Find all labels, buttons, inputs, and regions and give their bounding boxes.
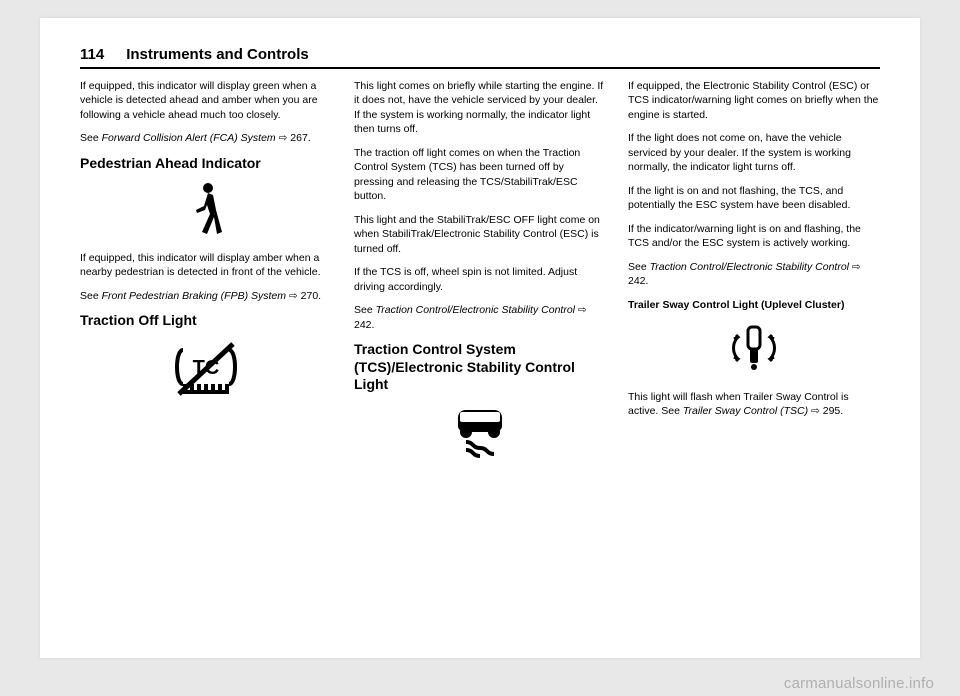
para: This light and the StabiliTrak/ESC OFF l… xyxy=(354,213,606,256)
para: The traction off light comes on when the… xyxy=(354,146,606,204)
para: If the TCS is off, wheel spin is not lim… xyxy=(354,265,606,294)
heading-traction-off: Traction Off Light xyxy=(80,312,332,330)
content-columns: If equipped, this indicator will display… xyxy=(80,79,880,474)
ref-title: Forward Collision Alert (FCA) System xyxy=(102,132,276,144)
tcs-esc-icon xyxy=(354,402,606,464)
para: If the indicator/warning light is on and… xyxy=(628,222,880,251)
para-ref: See Traction Control/Electronic Stabilit… xyxy=(628,260,880,289)
para: If the light is on and not flashing, the… xyxy=(628,184,880,213)
ref-title: Traction Control/Electronic Stability Co… xyxy=(376,304,575,316)
pedestrian-icon xyxy=(80,180,332,240)
ref-title: Traction Control/Electronic Stability Co… xyxy=(650,261,849,273)
column-3: If equipped, the Electronic Stability Co… xyxy=(628,79,880,474)
heading-trailer-sway: Trailer Sway Control Light (Uplevel Clus… xyxy=(628,298,880,312)
column-1: If equipped, this indicator will display… xyxy=(80,79,332,474)
text: See xyxy=(354,304,376,316)
manual-page: 114 Instruments and Controls If equipped… xyxy=(40,18,920,658)
para: If equipped, this indicator will display… xyxy=(80,251,332,280)
chapter-title: Instruments and Controls xyxy=(126,46,309,63)
ref-page: ⇨ 267. xyxy=(276,132,311,144)
text: See xyxy=(80,290,102,302)
heading-pedestrian: Pedestrian Ahead Indicator xyxy=(80,155,332,173)
para: This light comes on briefly while starti… xyxy=(354,79,606,137)
page-header: 114 Instruments and Controls xyxy=(80,46,880,69)
para: If the light does not come on, have the … xyxy=(628,131,880,174)
heading-tcs-esc: Traction Control System (TCS)/Electronic… xyxy=(354,341,606,394)
column-2: This light comes on briefly while starti… xyxy=(354,79,606,474)
para-ref: See Forward Collision Alert (FCA) System… xyxy=(80,131,332,145)
para-ref: See Front Pedestrian Braking (FPB) Syste… xyxy=(80,289,332,303)
para-ref: This light will flash when Trailer Sway … xyxy=(628,390,880,419)
text: See xyxy=(628,261,650,273)
para-ref: See Traction Control/Electronic Stabilit… xyxy=(354,303,606,332)
para: If equipped, this indicator will display… xyxy=(80,79,332,122)
text: See xyxy=(80,132,102,144)
traction-off-icon: TC xyxy=(80,338,332,404)
ref-title: Front Pedestrian Braking (FPB) System xyxy=(102,290,286,302)
para: If equipped, the Electronic Stability Co… xyxy=(628,79,880,122)
ref-title: Trailer Sway Control (TSC) xyxy=(683,405,808,417)
ref-page: ⇨ 270. xyxy=(286,290,321,302)
ref-page: ⇨ 295. xyxy=(808,405,843,417)
page-number: 114 xyxy=(80,46,104,63)
trailer-sway-icon xyxy=(628,321,880,379)
